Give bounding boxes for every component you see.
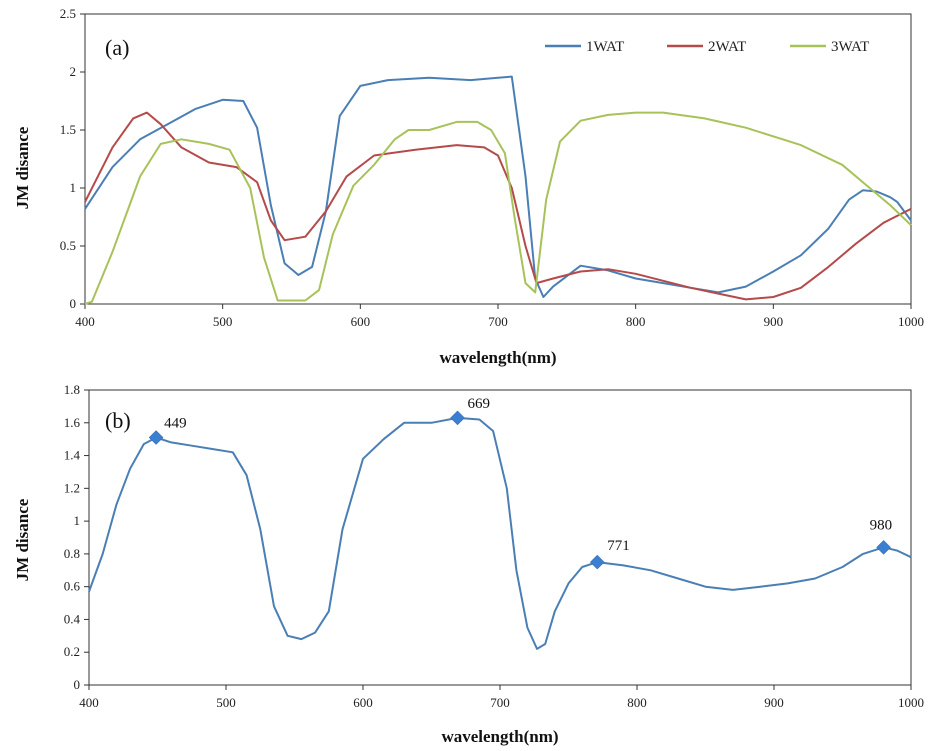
y-tick-label: 1.2: [64, 480, 80, 495]
y-tick-label: 2.5: [60, 6, 76, 21]
y-tick-label: 0: [74, 677, 81, 692]
series-line-2wat: [84, 111, 912, 301]
x-tick-label: 400: [75, 314, 95, 329]
y-tick-label: 0.5: [60, 238, 76, 253]
y-tick-label: 1.6: [64, 415, 81, 430]
x-tick-label: 600: [351, 314, 371, 329]
x-tick-label: 500: [213, 314, 233, 329]
panel-a-y-ticks: 0 0.5 1 1.5 2 2.5: [60, 6, 85, 311]
panel-b-series: [88, 416, 912, 650]
x-tick-label: 1000: [898, 695, 924, 710]
y-tick-label: 0.8: [64, 546, 80, 561]
y-tick-label: 2: [70, 64, 77, 79]
x-tick-label: 900: [764, 695, 784, 710]
series-line-1wat: [84, 75, 912, 298]
peak-label: 771: [607, 538, 630, 554]
peak-label: 980: [870, 517, 893, 533]
x-tick-label: 1000: [898, 314, 924, 329]
peak-marker: [148, 430, 164, 445]
panel-b-x-ticks: 400 500 600 700 800 900 1000: [79, 685, 924, 710]
x-tick-label: 400: [79, 695, 99, 710]
panel-a-legend: 1WAT 2WAT 3WAT: [545, 39, 869, 55]
x-tick-label: 700: [490, 695, 510, 710]
panel-b-x-axis-title: wavelength(nm): [441, 727, 558, 746]
y-tick-label: 1: [70, 180, 77, 195]
panel-a-chart: 00.511.522.5 400 500 600 700 800 900 1000 (a) …: [13, 6, 924, 367]
y-tick-label: 0.6: [64, 579, 81, 594]
x-tick-label: 700: [488, 314, 508, 329]
panel-b-peak-markers: 449 669 771 980: [148, 396, 893, 570]
panel-a-y-axis-title: JM disance: [13, 126, 32, 209]
peak-label: 669: [468, 396, 491, 412]
panel-a-x-axis-title: wavelength(nm): [439, 348, 556, 367]
y-tick-label: 0.2: [64, 644, 80, 659]
series-line-3wat: [84, 111, 912, 305]
panel-b-chart: 0 0.2 0.4 0.6 0.8 1 1.2 1.4 1.6 1.8 400 500 600 700 8…: [13, 382, 924, 746]
panel-a-label: (a): [105, 35, 129, 60]
peak-marker: [876, 539, 891, 555]
peak-label: 449: [164, 416, 187, 432]
panel-b-plot-frame: [88, 389, 912, 686]
peak-marker: [589, 554, 605, 570]
y-tick-label: 0.4: [64, 611, 81, 626]
y-tick-label: 1.5: [60, 122, 76, 137]
panel-a-x-ticks: 400 500 600 700 800 900 1000: [75, 304, 924, 329]
panel-b-y-ticks: 0 0.2 0.4 0.6 0.8 1 1.2 1.4 1.6 1.8: [64, 382, 89, 692]
panel-a-plot-frame: [84, 13, 912, 305]
legend-label: 2WAT: [708, 39, 746, 55]
y-tick-label: 1.4: [64, 448, 81, 463]
panel-b-y-axis-title: JM disance: [13, 498, 32, 581]
x-tick-label: 500: [216, 695, 236, 710]
legend-label: 3WAT: [831, 39, 869, 55]
x-tick-label: 800: [626, 314, 646, 329]
panel-a-series: [84, 75, 912, 305]
panel-b-label: (b): [105, 408, 131, 433]
y-tick-label: 0: [70, 296, 77, 311]
peak-marker: [450, 410, 465, 426]
series-line-jm-distance: [88, 416, 912, 650]
x-tick-label: 600: [353, 695, 373, 710]
x-tick-label: 800: [627, 695, 647, 710]
legend-label: 1WAT: [586, 39, 624, 55]
y-tick-label: 1.8: [64, 382, 80, 397]
y-tick-label: 1: [74, 513, 81, 528]
x-tick-label: 900: [764, 314, 784, 329]
